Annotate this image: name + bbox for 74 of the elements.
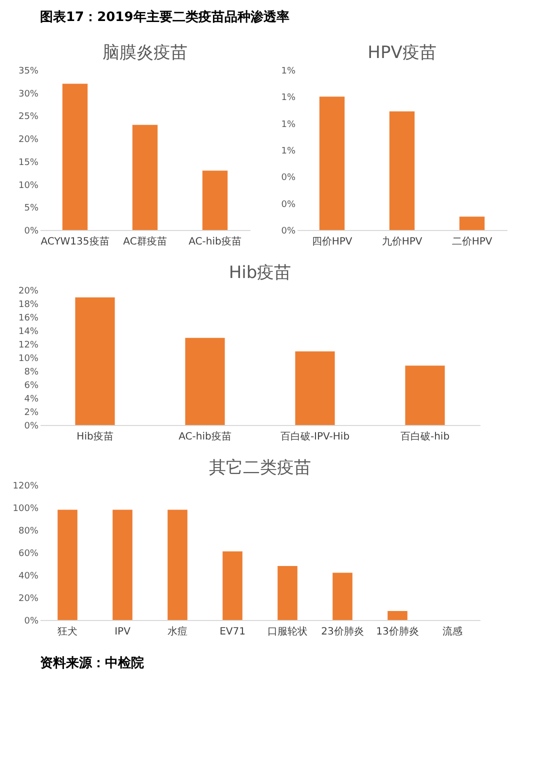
x-tick-label: 流感 bbox=[442, 626, 462, 638]
y-tick-label: 6% bbox=[24, 381, 39, 391]
y-tick-label: 25% bbox=[18, 112, 39, 122]
bar bbox=[388, 611, 408, 620]
text: 资料来源：中检院 bbox=[40, 655, 144, 671]
y-tick-label: 16% bbox=[18, 314, 39, 324]
y-tick-label: 12% bbox=[18, 340, 39, 350]
x-tick-label: EV71 bbox=[220, 626, 246, 638]
y-tick-label: 14% bbox=[18, 327, 39, 337]
x-tick-label: 二价HPV bbox=[452, 236, 492, 248]
bar bbox=[132, 124, 158, 230]
y-tick-label: 120% bbox=[12, 482, 39, 492]
y-tick-label: 30% bbox=[18, 89, 39, 100]
x-tick-label: AC-hib疫苗 bbox=[188, 236, 242, 248]
y-tick-label: 8% bbox=[24, 368, 39, 378]
y-tick-label: 20% bbox=[18, 286, 39, 296]
y-tick-label: 18% bbox=[18, 300, 39, 310]
chart-title: 其它二类疫苗 bbox=[209, 458, 311, 478]
x-tick-label: 23价肺炎 bbox=[321, 626, 364, 638]
bar bbox=[62, 84, 88, 230]
y-tick-label: 1% bbox=[281, 93, 296, 104]
chart-title: HPV疫苗 bbox=[368, 43, 436, 63]
chart-title: 脑膜炎疫苗 bbox=[102, 43, 188, 63]
y-tick-label: 0% bbox=[281, 200, 296, 210]
y-tick-label: 100% bbox=[12, 504, 39, 514]
y-tick-label: 0% bbox=[281, 226, 296, 236]
text: 图表17：2019年主要二类疫苗品种渗透率 bbox=[40, 9, 290, 25]
y-tick-label: 60% bbox=[18, 549, 39, 559]
y-tick-label: 10% bbox=[18, 180, 39, 191]
bar bbox=[202, 170, 228, 230]
x-tick-label: 九价HPV bbox=[382, 236, 422, 248]
x-tick-label: Hib疫苗 bbox=[76, 430, 114, 442]
bar bbox=[389, 111, 415, 230]
x-tick-label: 水痘 bbox=[168, 626, 188, 638]
x-tick-label: AC-hib疫苗 bbox=[178, 430, 232, 442]
x-tick-label: 四价HPV bbox=[312, 236, 352, 248]
x-tick-label: 百白破-hib bbox=[400, 430, 450, 442]
y-tick-label: 40% bbox=[18, 572, 39, 582]
y-tick-label: 0% bbox=[24, 226, 39, 236]
x-tick-label: ACYW135疫苗 bbox=[40, 236, 110, 248]
bar bbox=[222, 551, 242, 620]
bar bbox=[278, 566, 298, 620]
x-tick-label: IPV bbox=[114, 626, 131, 638]
x-tick-label: 13价肺炎 bbox=[376, 626, 419, 638]
bar bbox=[459, 216, 485, 230]
y-tick-label: 80% bbox=[18, 526, 39, 536]
bar bbox=[58, 510, 78, 620]
y-tick-label: 0% bbox=[281, 173, 296, 184]
bar bbox=[405, 366, 445, 425]
y-tick-label: 0% bbox=[24, 616, 39, 626]
x-tick-label: 狂犬 bbox=[58, 626, 78, 638]
bar bbox=[168, 510, 188, 620]
y-tick-label: 35% bbox=[18, 66, 39, 76]
y-tick-label: 20% bbox=[18, 594, 39, 604]
bar bbox=[332, 572, 352, 620]
y-tick-label: 4% bbox=[24, 394, 39, 404]
bar bbox=[185, 338, 225, 425]
y-tick-label: 1% bbox=[281, 120, 296, 130]
chart-title: Hib疫苗 bbox=[228, 263, 292, 283]
y-tick-label: 1% bbox=[281, 146, 296, 156]
y-tick-label: 10% bbox=[18, 354, 39, 364]
x-tick-label: AC群疫苗 bbox=[123, 236, 167, 248]
bar bbox=[75, 297, 115, 425]
y-tick-label: 5% bbox=[24, 204, 39, 214]
bar bbox=[295, 351, 335, 425]
y-tick-label: 20% bbox=[18, 135, 39, 146]
x-tick-label: 百白破-IPV-Hib bbox=[280, 430, 350, 442]
bar bbox=[319, 96, 345, 230]
y-tick-label: 0% bbox=[24, 422, 39, 432]
bar bbox=[112, 510, 132, 620]
y-tick-label: 15% bbox=[18, 158, 39, 168]
y-tick-label: 1% bbox=[281, 66, 296, 76]
y-tick-label: 2% bbox=[24, 408, 39, 418]
x-tick-label: 口服轮状 bbox=[268, 626, 308, 638]
